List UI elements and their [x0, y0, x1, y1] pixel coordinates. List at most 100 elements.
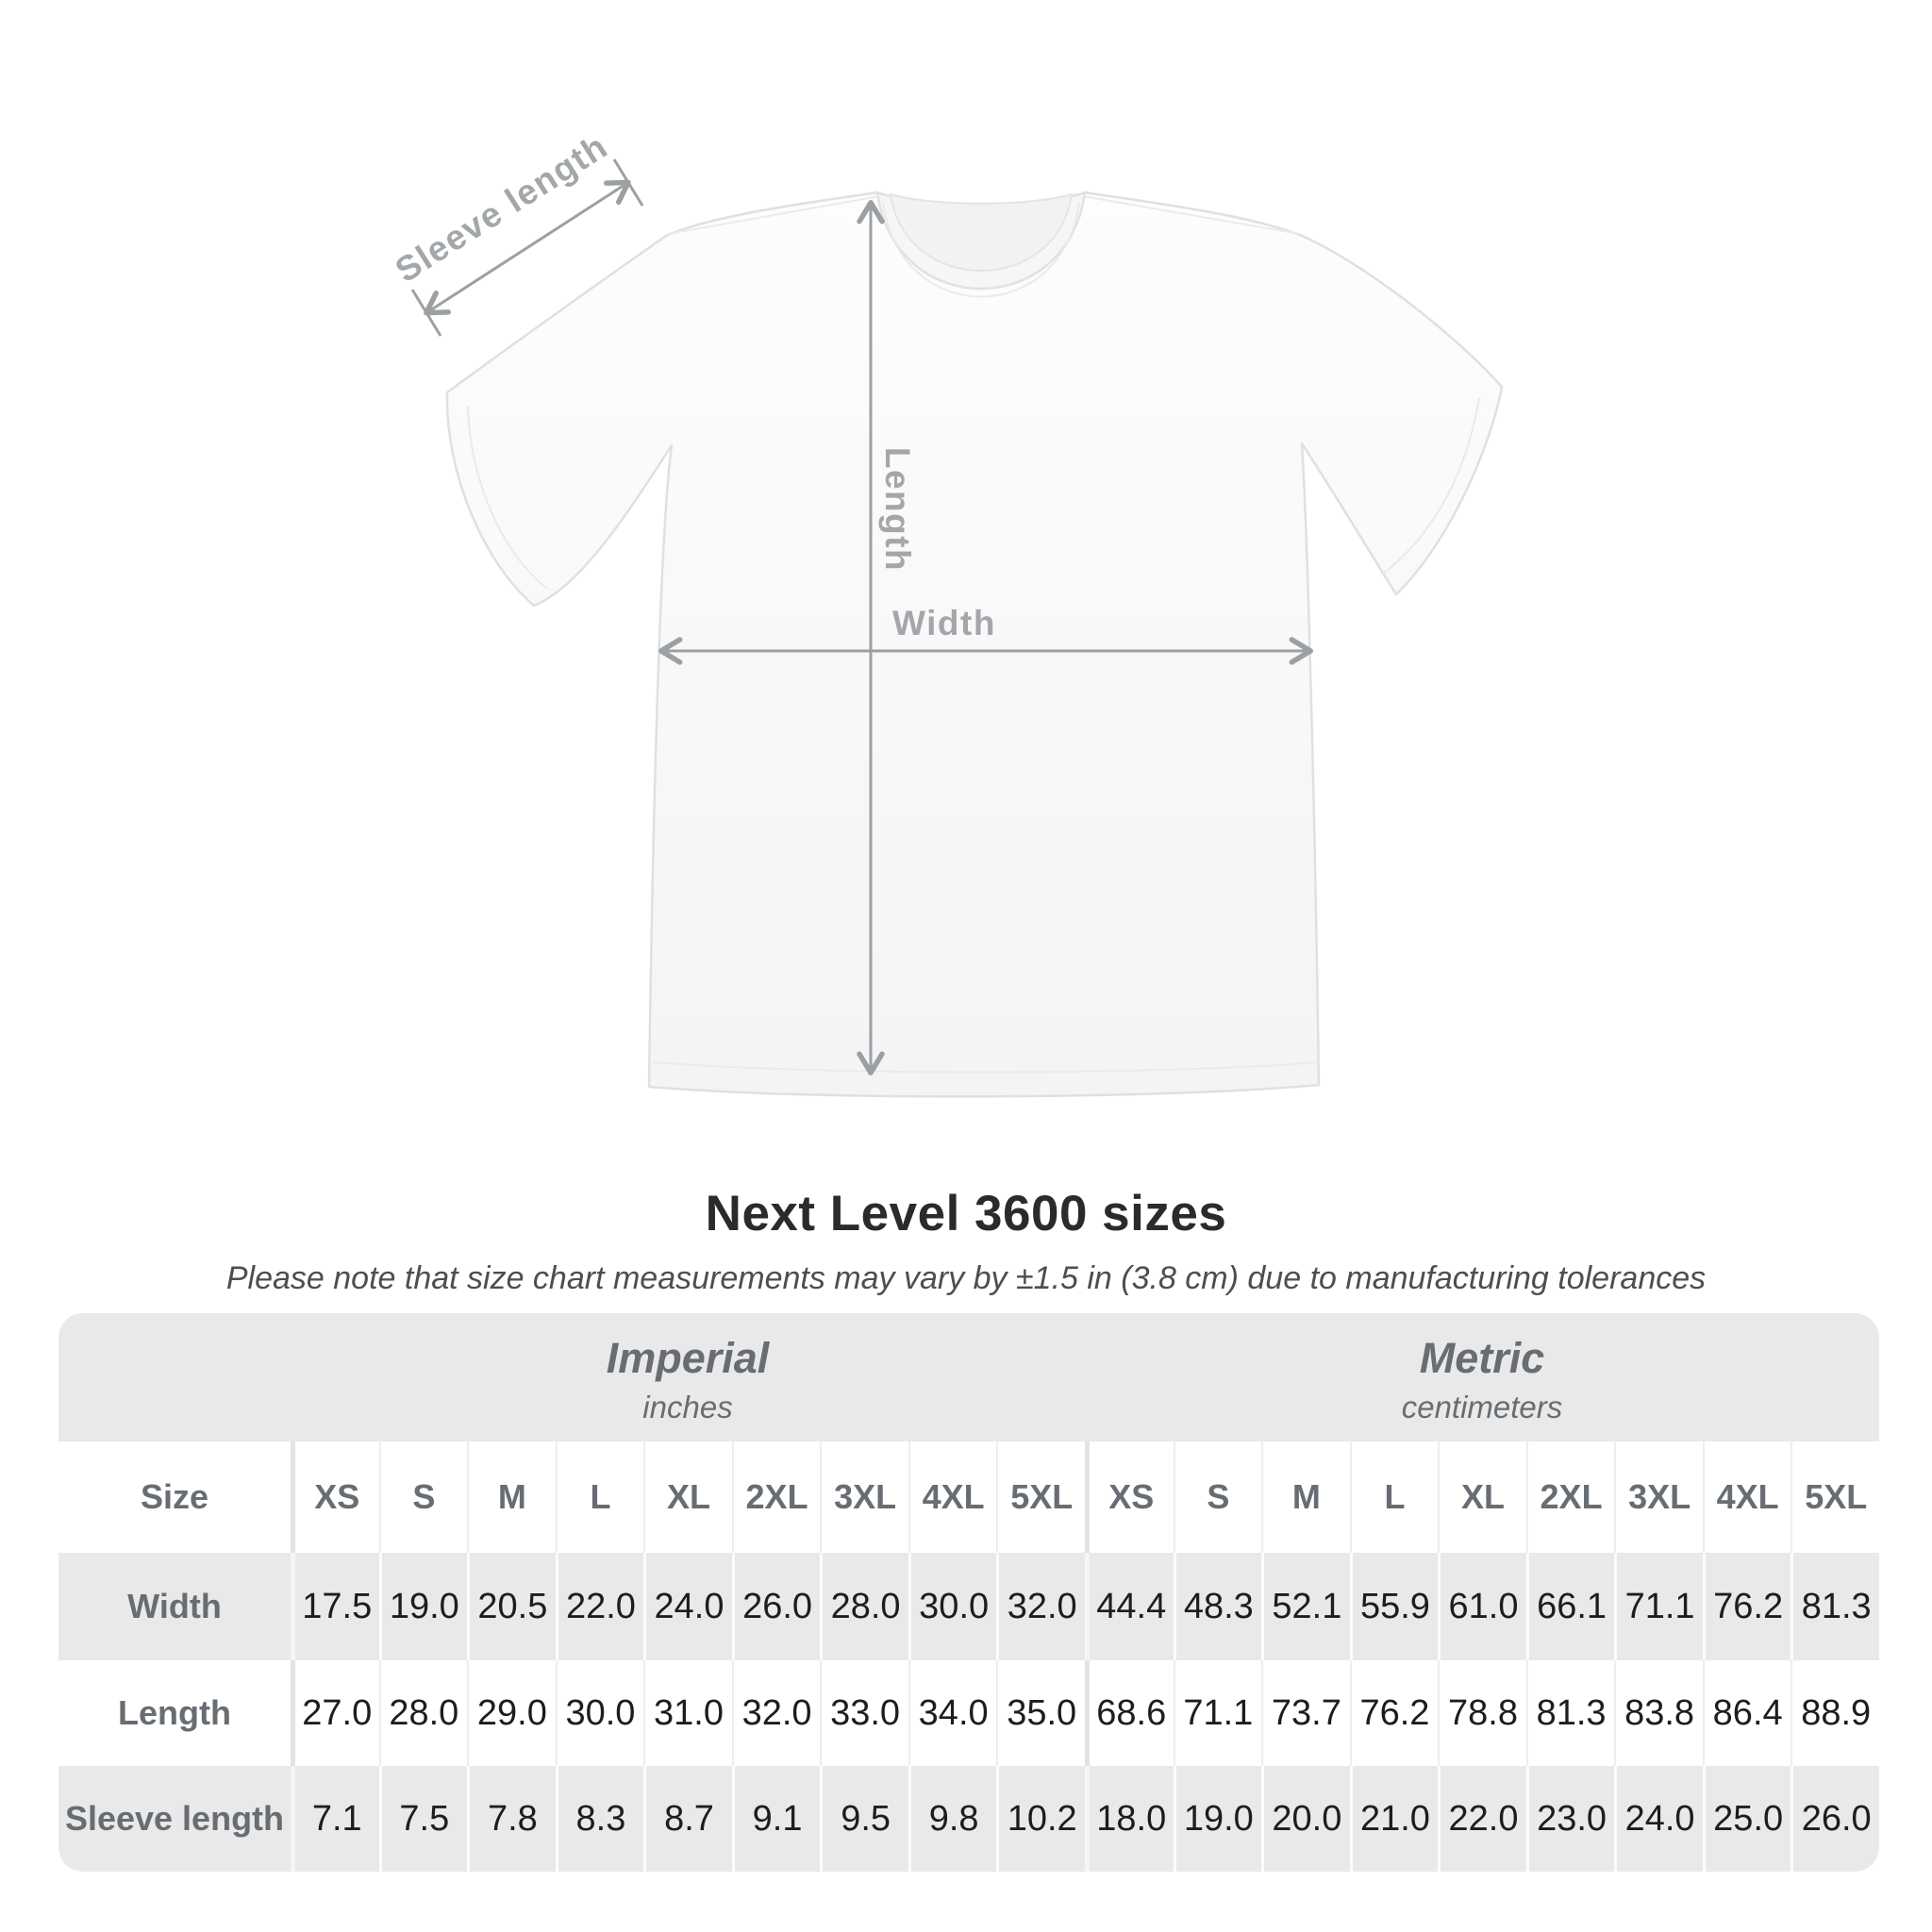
size-col-imperial-xl: XL — [643, 1441, 732, 1553]
value-cell: 7.8 — [467, 1766, 556, 1872]
size-col-imperial-2xl: 2XL — [731, 1441, 821, 1553]
length-label: Length — [878, 446, 917, 573]
value-cell: 27.0 — [291, 1660, 379, 1766]
size-col-imperial-s: S — [378, 1441, 468, 1553]
size-col-metric-s: S — [1173, 1441, 1262, 1553]
value-cell: 76.2 — [1349, 1660, 1439, 1766]
value-cell: 30.0 — [555, 1660, 644, 1766]
value-cell: 88.9 — [1790, 1660, 1879, 1766]
value-cell: 29.0 — [467, 1660, 556, 1766]
value-cell: 86.4 — [1702, 1660, 1791, 1766]
tshirt-diagram — [410, 158, 1504, 1098]
size-col-imperial-xs: XS — [291, 1441, 379, 1553]
value-cell: 9.8 — [908, 1766, 997, 1872]
tshirt-collar-opening — [889, 192, 1074, 272]
size-corner-label: Size — [140, 1477, 209, 1516]
value-cell: 61.0 — [1438, 1553, 1526, 1660]
value-cell: 68.6 — [1085, 1660, 1174, 1766]
value-cell: 81.3 — [1525, 1660, 1615, 1766]
metric-title: Metric — [1419, 1333, 1545, 1382]
size-col-metric-l: L — [1349, 1441, 1439, 1553]
value-cell: 18.0 — [1085, 1766, 1174, 1872]
table-row-length: Length 27.0 28.0 29.0 30.0 31.0 32.0 33.0 34.0 3… — [58, 1660, 1879, 1766]
collar-stitch — [882, 201, 1080, 298]
value-cell: 66.1 — [1525, 1553, 1615, 1660]
cuff-stitch-right — [1382, 397, 1480, 575]
size-col-imperial-3xl: 3XL — [820, 1441, 908, 1553]
row-label-sleeve-length: Sleeve length — [64, 1799, 285, 1838]
tshirt-body — [445, 191, 1504, 1098]
size-col-metric-3xl: 3XL — [1614, 1441, 1703, 1553]
size-table: Imperial inches Metric centimeters Size … — [58, 1313, 1879, 1872]
metric-header: Metric centimeters — [1085, 1330, 1879, 1424]
row-label-width: Width — [127, 1587, 222, 1625]
value-cell: 17.5 — [291, 1553, 379, 1660]
value-cell: 26.0 — [731, 1553, 821, 1660]
value-cell: 21.0 — [1349, 1766, 1439, 1872]
value-cell: 32.0 — [996, 1553, 1085, 1660]
value-cell: 71.1 — [1614, 1553, 1703, 1660]
size-col-metric-m: M — [1261, 1441, 1350, 1553]
unit-header-band: Imperial inches Metric centimeters — [58, 1313, 1879, 1441]
value-cell: 22.0 — [1438, 1766, 1526, 1872]
value-cell: 10.2 — [996, 1766, 1085, 1872]
value-cell: 20.0 — [1261, 1766, 1350, 1872]
table-row-sleeve-length: Sleeve length 7.1 7.5 7.8 8.3 8.7 9.1 9.5 9.8 10… — [58, 1766, 1879, 1872]
value-cell: 52.1 — [1261, 1553, 1350, 1660]
value-cell: 34.0 — [908, 1660, 997, 1766]
row-label-length: Length — [118, 1693, 231, 1732]
value-cell: 7.5 — [378, 1766, 468, 1872]
value-cell: 28.0 — [820, 1553, 908, 1660]
value-cell: 28.0 — [378, 1660, 468, 1766]
value-cell: 19.0 — [1173, 1766, 1262, 1872]
value-cell: 19.0 — [378, 1553, 468, 1660]
table-row-width: Width 17.5 19.0 20.5 22.0 24.0 26.0 28.0 30.0 32… — [58, 1553, 1879, 1660]
size-col-metric-xl: XL — [1438, 1441, 1526, 1553]
value-cell: 25.0 — [1702, 1766, 1791, 1872]
value-cell: 32.0 — [731, 1660, 821, 1766]
metric-units: centimeters — [1401, 1389, 1563, 1424]
imperial-header: Imperial inches — [291, 1330, 1085, 1424]
size-col-imperial-4xl: 4XL — [908, 1441, 997, 1553]
size-col-metric-4xl: 4XL — [1702, 1441, 1791, 1553]
value-cell: 9.5 — [820, 1766, 908, 1872]
value-cell: 8.7 — [643, 1766, 732, 1872]
value-cell: 35.0 — [996, 1660, 1085, 1766]
value-cell: 83.8 — [1614, 1660, 1703, 1766]
shoulder-seam-right — [1082, 195, 1301, 235]
table-row-sizes: Size XS S M L XL 2XL 3XL 4XL 5XL XS S M L XL 2XL 3XL 4XL… — [58, 1441, 1879, 1553]
sleeve-dimension-tick-top — [612, 158, 644, 207]
width-label: Width — [892, 604, 996, 642]
imperial-title: Imperial — [606, 1333, 770, 1382]
size-col-imperial-m: M — [467, 1441, 556, 1553]
shoulder-seam-left — [667, 195, 880, 235]
value-cell: 26.0 — [1790, 1766, 1879, 1872]
value-cell: 8.3 — [555, 1766, 644, 1872]
value-cell: 7.1 — [291, 1766, 379, 1872]
cuff-stitch-left — [467, 405, 548, 590]
value-cell: 20.5 — [467, 1553, 556, 1660]
page-title: Next Level 3600 sizes — [705, 1186, 1227, 1241]
value-cell: 30.0 — [908, 1553, 997, 1660]
value-cell: 22.0 — [555, 1553, 644, 1660]
value-cell: 24.0 — [643, 1553, 732, 1660]
tolerance-note: Please note that size chart measurements… — [225, 1260, 1707, 1296]
value-cell: 73.7 — [1261, 1660, 1350, 1766]
size-col-imperial-5xl: 5XL — [996, 1441, 1085, 1553]
size-col-imperial-l: L — [555, 1441, 644, 1553]
value-cell: 9.1 — [731, 1766, 821, 1872]
value-cell: 71.1 — [1173, 1660, 1262, 1766]
size-col-metric-2xl: 2XL — [1525, 1441, 1615, 1553]
value-cell: 44.4 — [1085, 1553, 1174, 1660]
size-col-metric-xs: XS — [1085, 1441, 1174, 1553]
value-cell: 55.9 — [1349, 1553, 1439, 1660]
hem-stitch — [652, 1061, 1318, 1074]
value-cell: 48.3 — [1173, 1553, 1262, 1660]
value-cell: 78.8 — [1438, 1660, 1526, 1766]
value-cell: 81.3 — [1790, 1553, 1879, 1660]
value-cell: 23.0 — [1525, 1766, 1615, 1872]
size-col-metric-5xl: 5XL — [1790, 1441, 1879, 1553]
imperial-units: inches — [642, 1389, 733, 1424]
sleeve-dimension-arrow — [424, 179, 631, 316]
